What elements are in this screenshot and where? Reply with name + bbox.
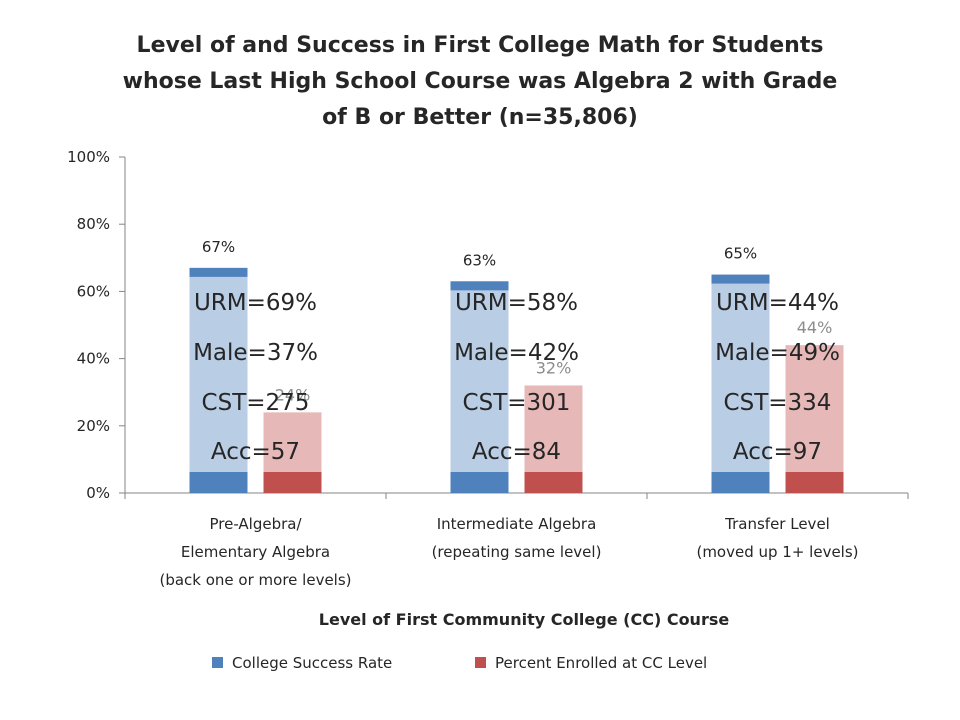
x-category-label: (back one or more levels) <box>159 571 351 589</box>
bar-annotation: Male=42% <box>454 340 579 366</box>
bar-cap-college-success-rate <box>450 281 509 291</box>
legend-label-percent-enrolled: Percent Enrolled at CC Level <box>495 654 707 672</box>
data-label-college-success-rate: 67% <box>202 238 235 256</box>
chart-title-line: Level of and Success in First College Ma… <box>136 33 824 58</box>
chart-title-line: whose Last High School Course was Algebr… <box>122 69 838 94</box>
y-tick-label: 40% <box>77 350 110 368</box>
bar-annotation: Male=49% <box>715 340 840 366</box>
x-axis-title: Level of First Community College (CC) Co… <box>319 610 730 629</box>
bar-annotation: Male=37% <box>193 340 318 366</box>
bar-base-college-success-rate <box>711 472 770 493</box>
y-tick-label: 100% <box>67 148 110 166</box>
y-tick-label: 80% <box>77 215 110 233</box>
bar-college-success-rate <box>189 267 248 493</box>
bar-base-percent-enrolled <box>263 472 322 493</box>
bar-annotation: Acc=97 <box>733 439 822 465</box>
bar-annotation: CST=301 <box>463 390 571 416</box>
y-tick-label: 20% <box>77 417 110 435</box>
data-label-percent-enrolled: 24% <box>275 385 311 404</box>
bar-base-college-success-rate <box>450 472 509 493</box>
bar-annotation: CST=334 <box>724 390 832 416</box>
chart-title-line: of B or Better (n=35,806) <box>322 105 638 130</box>
bar-base-college-success-rate <box>189 472 248 493</box>
bar-annotation: Acc=84 <box>472 439 561 465</box>
bar-annotation: URM=69% <box>194 290 317 316</box>
bar-college-success-rate <box>711 274 770 493</box>
legend-label-college-success-rate: College Success Rate <box>232 654 392 672</box>
x-category-label: (repeating same level) <box>432 543 602 561</box>
bar-annotation: CST=275 <box>202 390 310 416</box>
legend-swatch-percent-enrolled <box>475 657 486 668</box>
data-label-percent-enrolled: 44% <box>797 318 833 337</box>
bar-college-success-rate <box>450 281 509 493</box>
bar-base-percent-enrolled <box>785 472 844 493</box>
chart-title: Level of and Success in First College Ma… <box>0 28 960 136</box>
bar-annotation: Acc=57 <box>211 439 300 465</box>
x-category-label: (moved up 1+ levels) <box>696 543 858 561</box>
bar-annotation: URM=58% <box>455 290 578 316</box>
bar-annotation: URM=44% <box>716 290 839 316</box>
bar-cap-college-success-rate <box>189 267 248 277</box>
bar-cap-college-success-rate <box>711 274 770 284</box>
bar-base-percent-enrolled <box>524 472 583 493</box>
x-category-label: Intermediate Algebra <box>437 515 597 533</box>
x-category-label: Pre-Algebra/ <box>209 515 302 533</box>
data-label-college-success-rate: 63% <box>463 251 496 269</box>
data-label-college-success-rate: 65% <box>724 245 757 263</box>
data-label-percent-enrolled: 32% <box>536 358 572 377</box>
legend-swatch-college-success-rate <box>212 657 223 668</box>
y-tick-label: 60% <box>77 282 110 300</box>
y-tick-label: 0% <box>86 484 110 502</box>
x-category-label: Elementary Algebra <box>181 543 330 561</box>
bar-percent-enrolled <box>785 345 844 493</box>
x-category-label: Transfer Level <box>724 515 830 533</box>
